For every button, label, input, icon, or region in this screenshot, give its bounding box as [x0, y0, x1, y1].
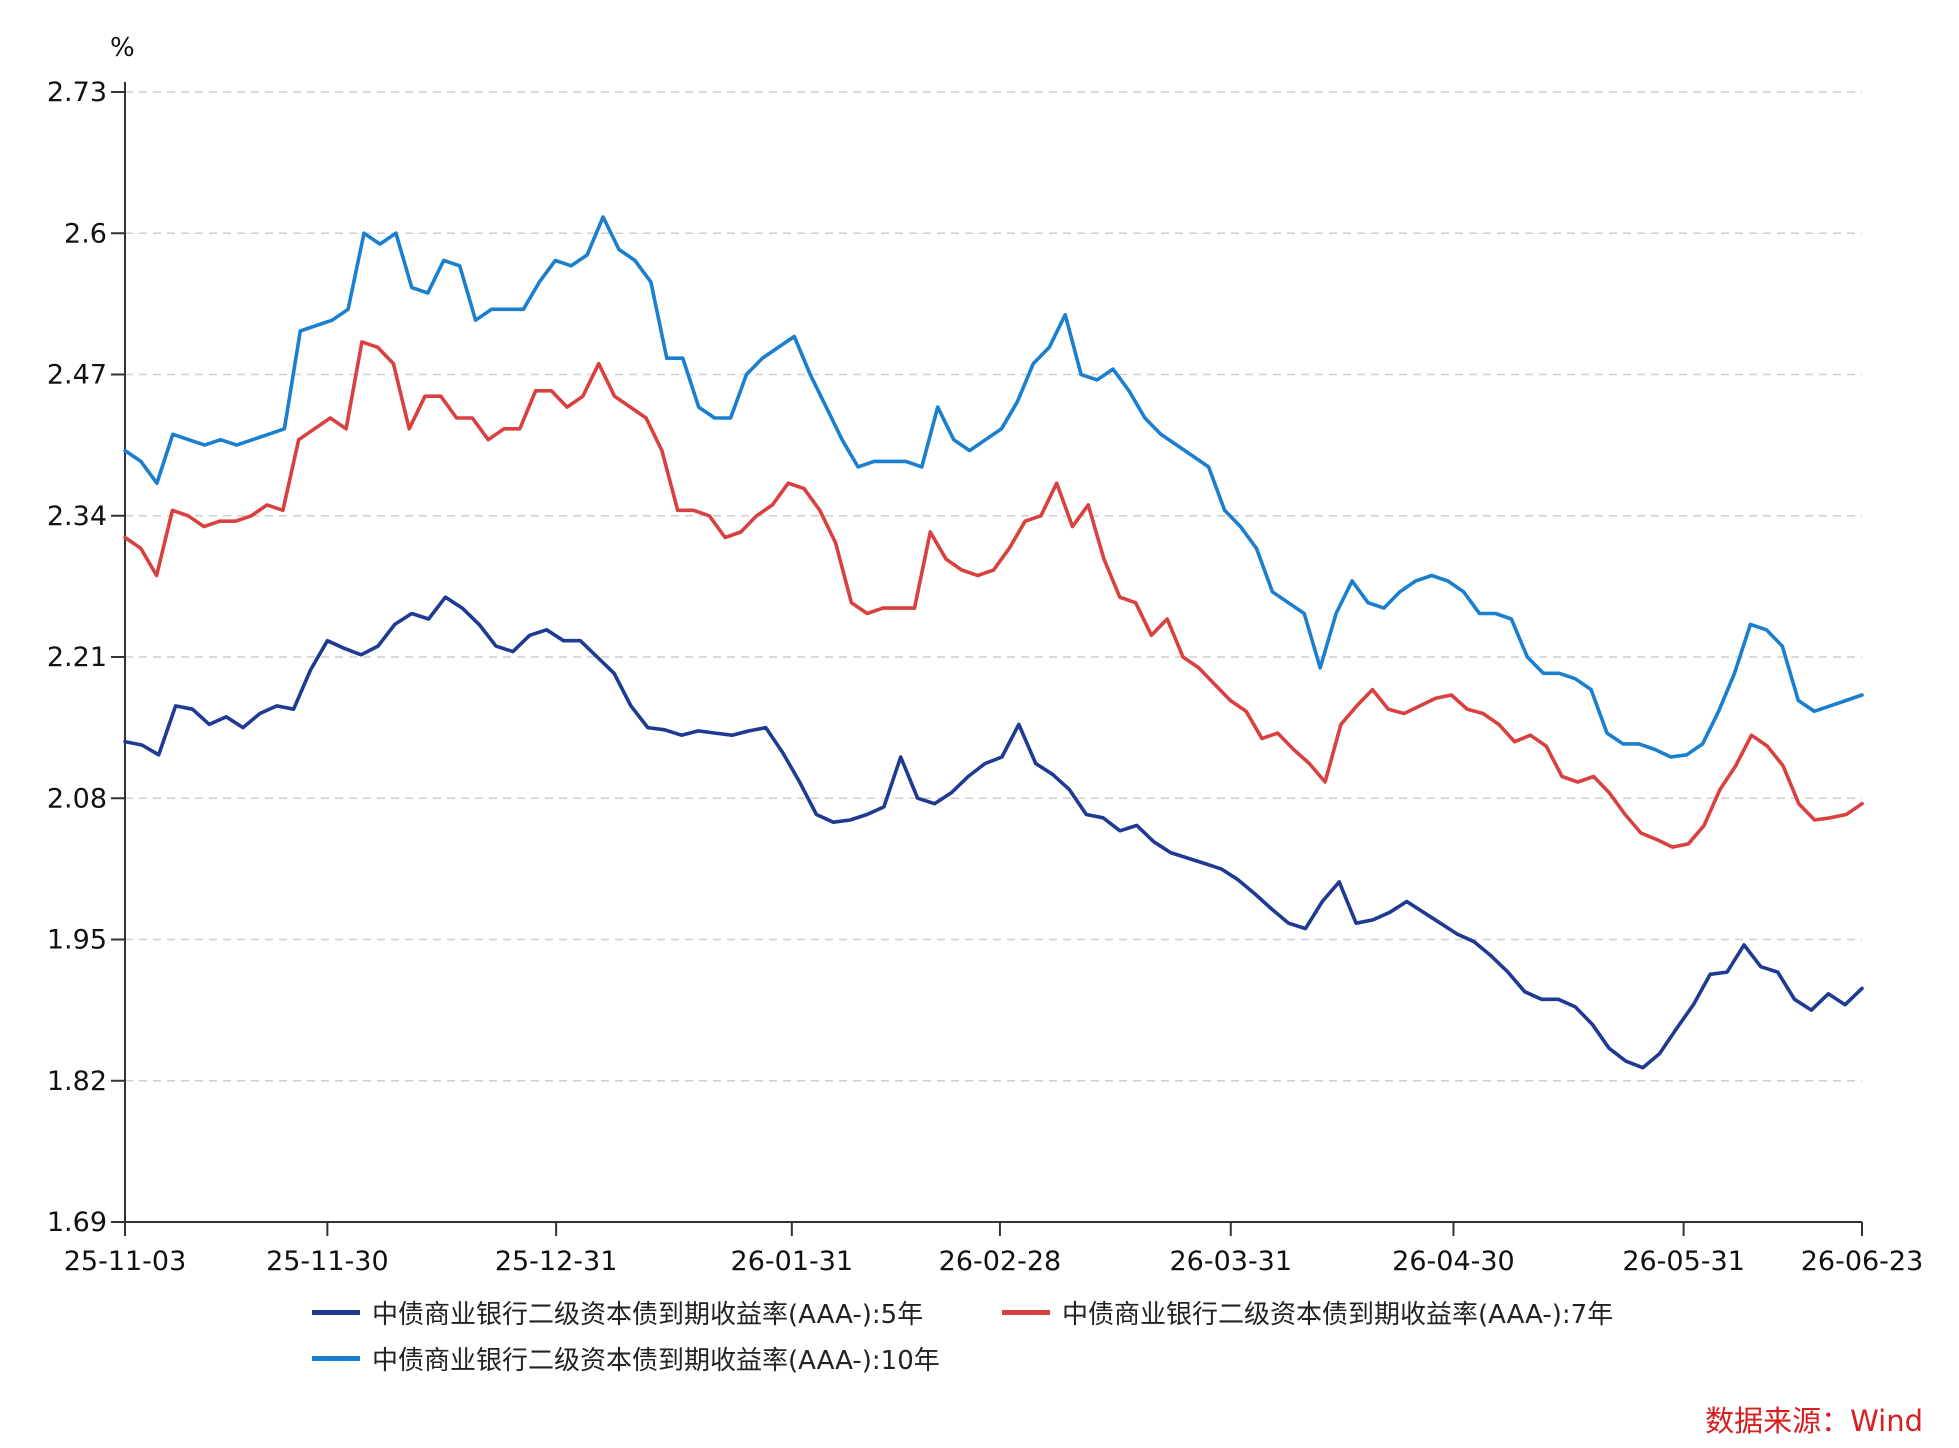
y-tick-label: 2.34: [47, 501, 107, 532]
legend-label-10y: 中债商业银行二级资本债到期收益率(AAA-):10年: [372, 1346, 940, 1376]
legend-swatch-7y: [1002, 1310, 1050, 1315]
x-tick-label: 26-03-31: [1169, 1246, 1292, 1277]
legend-label-7y: 中债商业银行二级资本债到期收益率(AAA-):7年: [1062, 1300, 1614, 1330]
x-tick-label: 25-11-03: [64, 1246, 187, 1277]
legend-item-5y: 中债商业银行二级资本债到期收益率(AAA-):5年: [312, 1294, 923, 1331]
y-tick-label: 2.08: [47, 783, 107, 814]
legend-item-10y: 中债商业银行二级资本债到期收益率(AAA-):10年: [312, 1340, 940, 1377]
series-layer: [123, 215, 1864, 1070]
x-tick-label: 26-04-30: [1392, 1246, 1515, 1277]
y-tick-label: 2.47: [47, 360, 107, 391]
x-tick-label: 25-12-31: [495, 1246, 618, 1277]
y-tick-label: 1.82: [47, 1066, 107, 1097]
grid-lines: [125, 91, 1862, 1082]
legend-label-5y: 中债商业银行二级资本债到期收益率(AAA-):5年: [372, 1300, 924, 1330]
data-source: 数据来源：Wind: [1705, 1404, 1923, 1438]
x-tick-label: 26-02-28: [939, 1246, 1062, 1277]
legend-item-7y: 中债商业银行二级资本债到期收益率(AAA-):7年: [1002, 1294, 1613, 1331]
y-tick-label: 2.73: [47, 77, 107, 108]
series-line-5y: [123, 595, 1864, 1070]
y-tick-label: 2.6: [64, 218, 107, 249]
y-axis-unit: %: [110, 33, 135, 63]
legend-swatch-10y: [312, 1356, 360, 1361]
x-tick-label: 26-06-23: [1801, 1246, 1924, 1277]
y-tick-label: 1.95: [47, 925, 107, 956]
y-tick-label: 2.21: [47, 642, 107, 673]
legend-swatch-5y: [312, 1310, 360, 1315]
axes: 2.73 2.6 2.47 2.34 2.21 2.08 1.95 1.82 1.69 25-11…: [47, 77, 1923, 1277]
x-tick-label: 26-05-31: [1622, 1246, 1745, 1277]
x-tick-label: 26-01-31: [731, 1246, 854, 1277]
series-line-10y: [123, 215, 1864, 759]
series-line-7y: [123, 340, 1864, 849]
y-tick-label: 1.69: [47, 1207, 107, 1238]
x-tick-label: 25-11-30: [266, 1246, 389, 1277]
